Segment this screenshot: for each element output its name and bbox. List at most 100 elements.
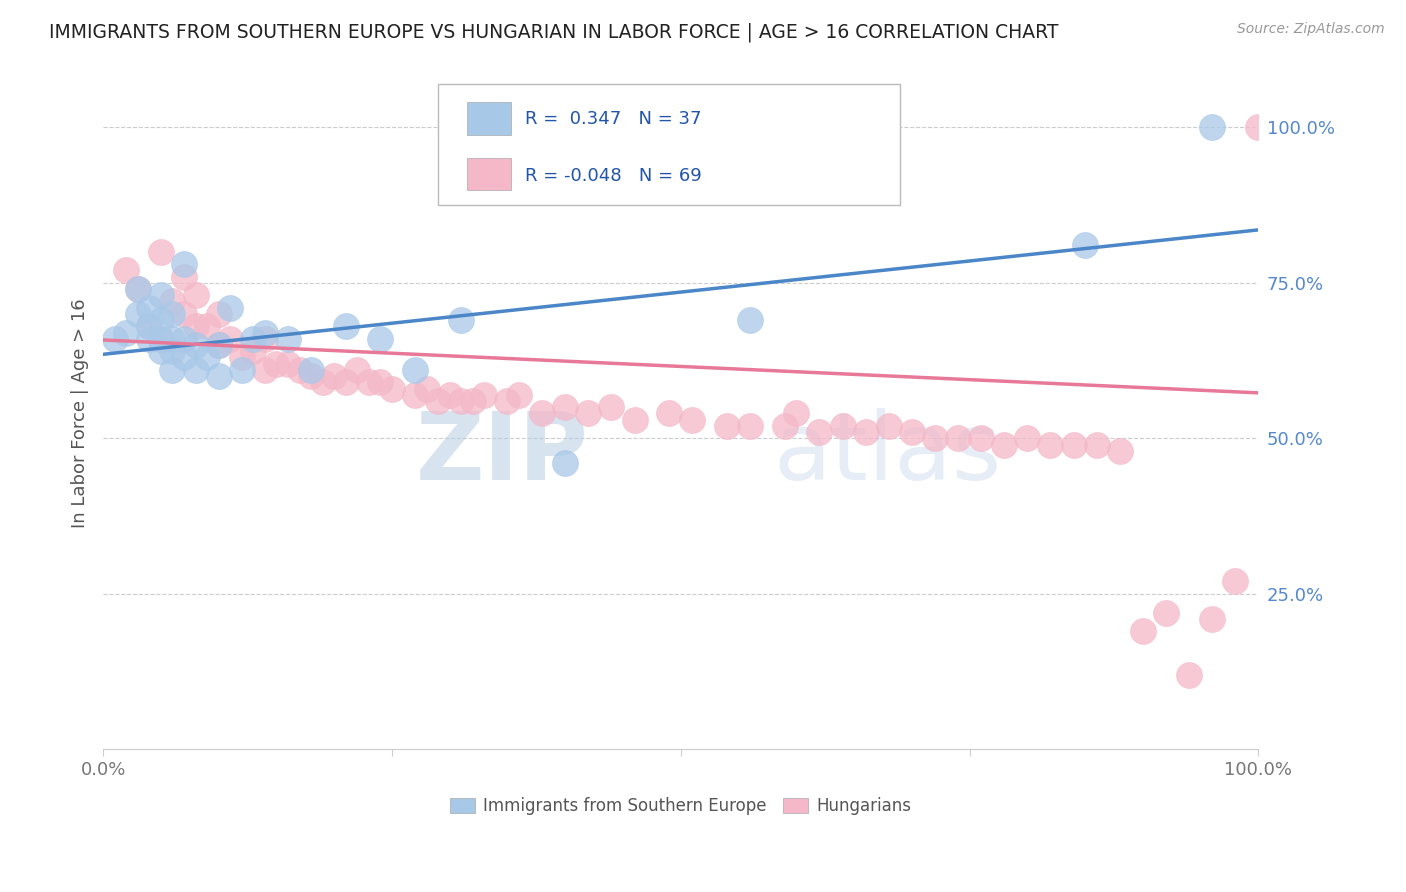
Point — [450, 313, 472, 327]
Point — [104, 332, 127, 346]
Point — [508, 388, 530, 402]
Point — [450, 394, 472, 409]
Point — [773, 418, 796, 433]
Point — [1178, 667, 1201, 681]
Point — [404, 388, 426, 402]
Point — [576, 406, 599, 420]
Point — [404, 363, 426, 377]
Point — [1247, 120, 1270, 135]
Point — [1154, 606, 1177, 620]
Point — [623, 412, 645, 426]
Point — [600, 400, 623, 414]
Point — [531, 406, 554, 420]
Point — [855, 425, 877, 439]
Point — [253, 332, 276, 346]
Point — [127, 282, 149, 296]
Point — [461, 394, 484, 409]
Point — [1039, 437, 1062, 451]
Point — [149, 344, 172, 359]
Point — [346, 363, 368, 377]
Point — [162, 363, 184, 377]
Point — [901, 425, 924, 439]
Point — [335, 376, 357, 390]
Y-axis label: In Labor Force | Age > 16: In Labor Force | Age > 16 — [72, 299, 89, 528]
Point — [738, 418, 761, 433]
FancyBboxPatch shape — [439, 84, 900, 205]
Point — [138, 319, 160, 334]
Text: R = -0.048   N = 69: R = -0.048 N = 69 — [524, 167, 702, 185]
Point — [439, 388, 461, 402]
Text: ZIP: ZIP — [416, 408, 588, 500]
Point — [242, 332, 264, 346]
Point — [970, 431, 993, 445]
Point — [370, 376, 392, 390]
Point — [208, 369, 231, 384]
Point — [149, 244, 172, 259]
Point — [554, 456, 576, 470]
Point — [127, 307, 149, 321]
Point — [299, 363, 322, 377]
Point — [162, 294, 184, 309]
Point — [138, 319, 160, 334]
Point — [1074, 238, 1097, 252]
Point — [253, 326, 276, 340]
Point — [149, 332, 172, 346]
Point — [415, 382, 437, 396]
Point — [335, 319, 357, 334]
Point — [184, 338, 207, 352]
Point — [1085, 437, 1108, 451]
Point — [1201, 120, 1223, 135]
Point — [277, 332, 299, 346]
Point — [946, 431, 969, 445]
Point — [658, 406, 681, 420]
Point — [162, 307, 184, 321]
Point — [173, 351, 195, 365]
FancyBboxPatch shape — [467, 158, 510, 190]
Point — [253, 363, 276, 377]
Point — [162, 344, 184, 359]
Point — [427, 394, 450, 409]
Point — [738, 313, 761, 327]
Point — [208, 338, 231, 352]
Legend: Immigrants from Southern Europe, Hungarians: Immigrants from Southern Europe, Hungari… — [443, 790, 918, 822]
Point — [149, 288, 172, 302]
Point — [115, 326, 138, 340]
Text: IMMIGRANTS FROM SOUTHERN EUROPE VS HUNGARIAN IN LABOR FORCE | AGE > 16 CORRELATI: IMMIGRANTS FROM SOUTHERN EUROPE VS HUNGA… — [49, 22, 1059, 42]
Point — [1225, 574, 1247, 589]
Point — [370, 332, 392, 346]
Point — [381, 382, 404, 396]
Point — [138, 332, 160, 346]
Point — [266, 357, 288, 371]
Point — [299, 369, 322, 384]
Point — [149, 332, 172, 346]
Point — [242, 344, 264, 359]
Point — [554, 400, 576, 414]
Point — [1063, 437, 1085, 451]
Point — [231, 351, 253, 365]
Point — [184, 319, 207, 334]
Point — [924, 431, 946, 445]
Point — [173, 332, 195, 346]
FancyBboxPatch shape — [467, 103, 510, 135]
Point — [127, 282, 149, 296]
Point — [323, 369, 346, 384]
Point — [195, 319, 218, 334]
Point — [184, 363, 207, 377]
Point — [219, 301, 242, 315]
Point — [173, 257, 195, 271]
Point — [208, 307, 231, 321]
Point — [357, 376, 380, 390]
Point — [496, 394, 519, 409]
Point — [288, 363, 311, 377]
Text: Source: ZipAtlas.com: Source: ZipAtlas.com — [1237, 22, 1385, 37]
Point — [208, 338, 231, 352]
Point — [115, 263, 138, 277]
Point — [877, 418, 900, 433]
Point — [195, 351, 218, 365]
Point — [173, 307, 195, 321]
Point — [162, 332, 184, 346]
Point — [311, 376, 333, 390]
Text: R =  0.347   N = 37: R = 0.347 N = 37 — [524, 110, 702, 128]
Point — [1017, 431, 1039, 445]
Point — [219, 332, 242, 346]
